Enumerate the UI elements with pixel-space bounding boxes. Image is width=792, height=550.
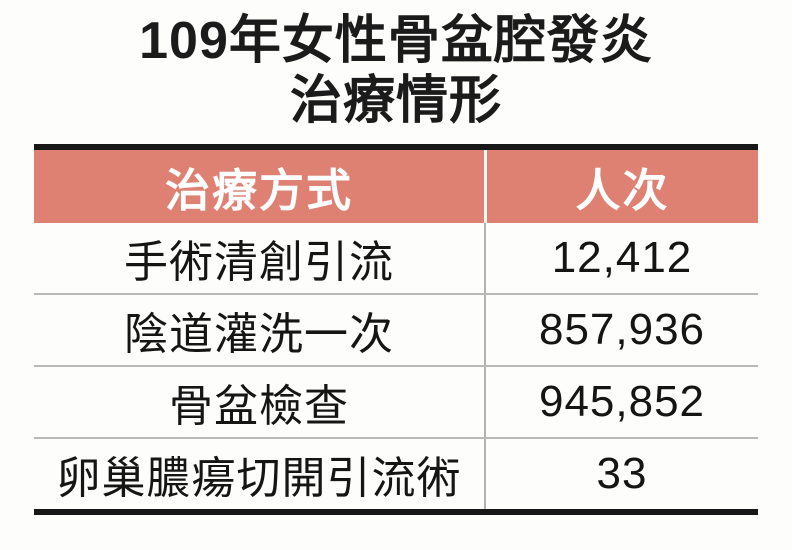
treatment-method-cell: 骨盆檢查 (34, 366, 486, 437)
count-cell: 12,412 (551, 232, 693, 282)
count-cell: 945,852 (538, 376, 706, 426)
header-person-count: 人次 (575, 164, 670, 216)
table-row: 手術清創引流 12,412 (34, 222, 758, 293)
title-line-2: 治療情形 (289, 71, 502, 130)
page-title: 109年女性骨盆腔發炎 治療情形 (0, 0, 792, 132)
table-row: 卵巢膿瘍切開引流術 33 (34, 436, 758, 509)
table-row: 骨盆檢查 945,852 (34, 364, 758, 437)
treatment-method-cell: 陰道灌洗一次 (34, 294, 486, 365)
header-treatment-method: 治療方式 (34, 149, 487, 223)
treatment-method-cell: 卵巢膿瘍切開引流術 (34, 438, 486, 509)
treatment-table: 治療方式 人次 手術清創引流 12,412 陰道灌洗一次 857,936 骨盆檢… (34, 143, 758, 515)
treatment-method-cell: 手術清創引流 (34, 222, 486, 293)
title-line-1: 109年女性骨盆腔發炎 (139, 12, 653, 70)
count-cell: 33 (596, 448, 648, 498)
table-row: 陰道灌洗一次 857,936 (34, 292, 758, 365)
table-header-row: 治療方式 人次 (34, 149, 758, 223)
count-cell: 857,936 (538, 304, 706, 354)
